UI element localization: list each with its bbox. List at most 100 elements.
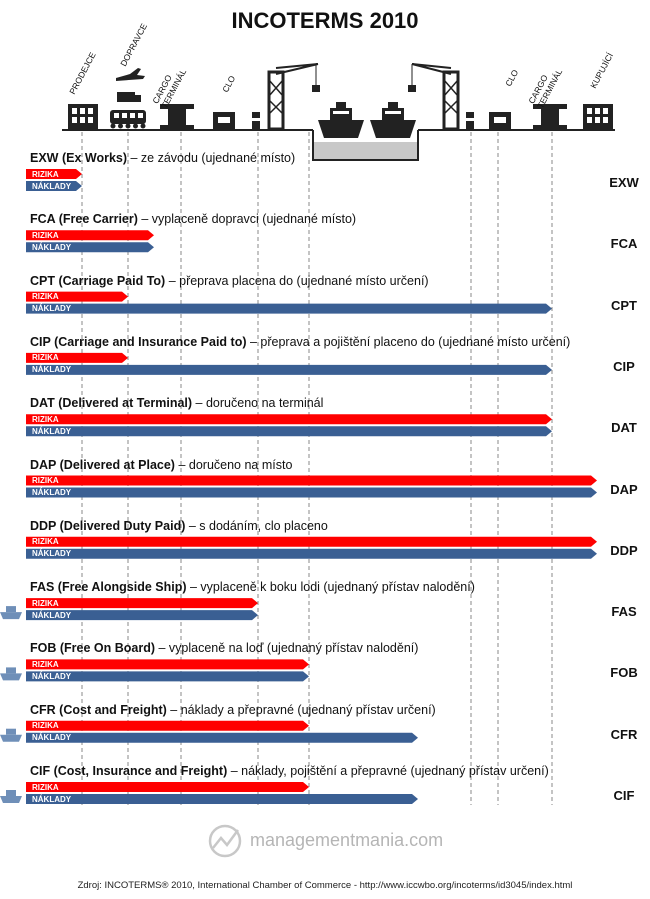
warehouse-window (595, 117, 600, 123)
risk-bar (26, 169, 82, 179)
small-ship-icon (0, 612, 22, 620)
ship-window (333, 111, 349, 114)
row-title-fob: FOB (Free On Board) – vyplaceně na loď (… (30, 641, 418, 655)
truck-icon (117, 92, 135, 102)
cost-label: NÁKLADY (32, 365, 72, 375)
risk-bar (26, 291, 128, 302)
small-ship-cabin (6, 728, 16, 735)
row-code-fas: FAS (611, 604, 637, 620)
crane-arm (275, 63, 319, 75)
train-wheel (110, 123, 116, 129)
risk-bar (26, 720, 309, 731)
dock-outline (312, 130, 419, 161)
small-ship-cabin (6, 606, 16, 613)
cost-label: NÁKLADY (32, 242, 72, 252)
risk-label: RIZIKA (32, 782, 59, 792)
term-name: FOB (Free On Board) (30, 641, 156, 656)
train-window (122, 113, 127, 118)
term-name: DAP (Delivered at Place) (30, 457, 175, 472)
risk-bar (26, 598, 258, 609)
small-ship-icon (0, 734, 22, 742)
row-code-dat: DAT (611, 420, 637, 436)
term-description: – vyplaceně na loď (ujednaný přístav nal… (155, 641, 419, 656)
risk-bar (26, 230, 154, 241)
cost-bar (26, 242, 154, 253)
row-title-cfr: CFR (Cost and Freight) – náklady a přepr… (30, 703, 436, 717)
terminal-roof-icon (533, 104, 567, 109)
cost-label: NÁKLADY (32, 549, 72, 559)
train-window (138, 113, 143, 118)
cost-bar (26, 303, 552, 314)
cost-label: NÁKLADY (32, 794, 72, 804)
train-wheel (125, 123, 131, 129)
row-code-ddp: DDP (610, 542, 638, 558)
warehouse-window (603, 117, 608, 123)
term-description: – ze závodu (ujednané místo) (127, 151, 296, 165)
risk-bar (26, 475, 597, 486)
small-ship-icon (0, 673, 22, 681)
row-title-fas: FAS (Free Alongside Ship) – vyplaceně k … (30, 580, 475, 594)
terminal-base (533, 125, 567, 129)
row-code-cpt: CPT (611, 297, 637, 313)
customs-window (494, 117, 506, 123)
cost-label: NÁKLADY (32, 181, 72, 191)
cost-bar (26, 426, 552, 437)
cost-bar (26, 794, 418, 804)
risk-bar (26, 659, 309, 670)
crane-icon (267, 70, 285, 131)
small-ship-cabin (6, 790, 16, 796)
row-code-fob: FOB (610, 665, 638, 681)
terminal-icon (541, 109, 559, 125)
plane-icon (116, 68, 145, 81)
risk-bar (26, 414, 552, 425)
risk-label: RIZIKA (32, 721, 59, 731)
ship-window (385, 111, 401, 114)
crane-truss (443, 79, 459, 115)
ship-icon (318, 120, 364, 138)
warehouse-window (603, 108, 608, 114)
risk-label: RIZIKA (32, 414, 59, 424)
risk-bar (26, 536, 597, 547)
terminal-roof-icon (160, 104, 194, 109)
cost-bar (26, 364, 552, 375)
box-icon (252, 121, 260, 129)
row-title-dat: DAT (Delivered at Terminal) – doručeno n… (30, 396, 323, 410)
row-title-cif: CIF (Cost, Insurance and Freight) – nákl… (30, 764, 549, 778)
terminal-base (160, 125, 194, 129)
box-icon (466, 112, 474, 118)
term-description: – náklady, pojištění a přepravné (ujedna… (227, 764, 549, 778)
small-ship-cabin (6, 667, 16, 674)
customs-window (218, 117, 230, 123)
train-wheel (140, 123, 146, 129)
cost-bar (26, 671, 309, 682)
row-title-cip: CIP (Carriage and Insurance Paid to) – p… (30, 335, 570, 349)
warehouse-window (587, 108, 592, 114)
cost-bar (26, 732, 418, 743)
crane-arm (411, 63, 452, 75)
cost-bar (26, 610, 258, 621)
row-title-exw: EXW (Ex Works) – ze závodu (ujednané mís… (30, 151, 295, 165)
term-name: CFR (Cost and Freight) (30, 702, 167, 717)
factory-window (72, 117, 77, 123)
warehouse-window (587, 117, 592, 123)
row-code-dap: DAP (610, 481, 638, 497)
row-code-cip: CIP (613, 358, 635, 374)
term-name: CIF (Cost, Insurance and Freight) (30, 764, 228, 778)
term-description: – vyplaceně dopravci (ujednané místo) (137, 212, 357, 227)
logo-text: managementmania.com (250, 830, 444, 850)
crane-hook (408, 85, 416, 92)
train-wheel (118, 123, 123, 129)
risk-label: RIZIKA (32, 292, 59, 302)
train-wheel (133, 123, 138, 129)
cost-label: NÁKLADY (32, 488, 72, 497)
source-note: Zdroj: INCOTERMS® 2010, International Ch… (77, 880, 573, 891)
cost-label: NÁKLADY (32, 610, 72, 620)
term-name: DAT (Delivered at Terminal) (30, 396, 193, 411)
term-description: – vyplaceně k boku lodi (ujednaný přísta… (186, 580, 475, 595)
logo-icon (208, 824, 242, 858)
term-name: FAS (Free Alongside Ship) (30, 580, 187, 595)
truck-cab (135, 95, 141, 102)
row-title-cpt: CPT (Carriage Paid To) – přeprava placen… (30, 274, 429, 288)
